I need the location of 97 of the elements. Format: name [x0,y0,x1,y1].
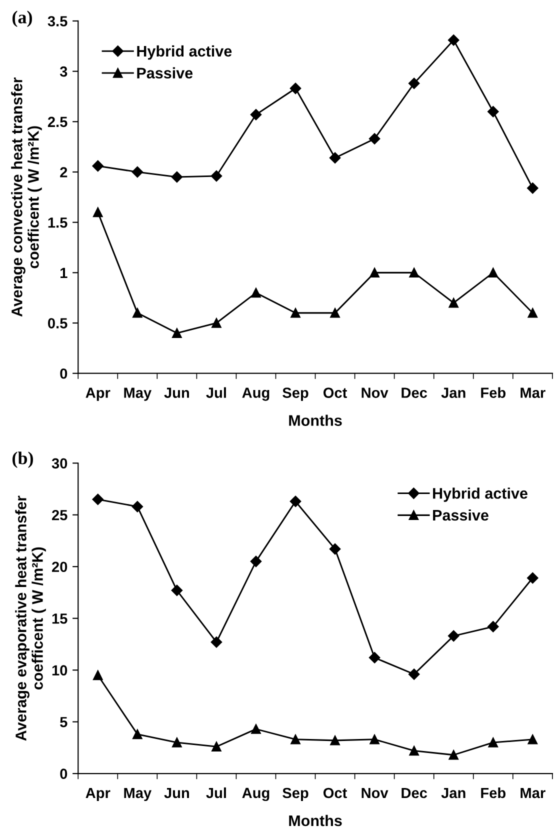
chart-title: (a) [12,10,32,28]
y-tick-label: 0 [60,768,68,779]
point [330,736,340,746]
point [251,288,261,298]
x-tick-label: Feb [481,387,506,398]
x-tick-label: Aug [242,788,270,802]
point [171,171,183,183]
x-tick-label: Nov [362,788,388,798]
x-tick-label: Jul [206,387,226,398]
legend-label: Passive [137,67,193,79]
y-tick-label: 2 [60,167,68,178]
y-tick-label: 0.5 [48,318,68,328]
point [250,109,262,120]
point [212,318,222,328]
x-tick-label: Nov [362,388,388,398]
x-tick-label: Jun [164,788,189,798]
legend-label: Hybrid active [433,488,528,502]
x-tick-label: Mar [520,388,546,398]
y-tick-label: 10 [52,665,68,676]
x-tick-label: Sep [282,388,308,401]
x-tick-label: Oct [323,388,348,398]
point [368,133,380,144]
y-tick-label: 1 [60,268,68,278]
x-tick-label: Jun [164,388,189,398]
y-tick-label: 3.5 [48,16,68,26]
point [172,738,182,748]
point [210,636,222,648]
x-axis-title: Months [289,414,342,426]
point [527,572,538,584]
x-tick-label: May [124,788,152,802]
point [368,652,380,664]
point [250,556,262,568]
y-axis-title: Average evaporative heat transfer coefficent ( W /m²K) [15,496,46,741]
x-tick-label: Dec [402,788,428,798]
point [527,182,538,194]
y-tick-label: 5 [60,717,68,728]
point [329,543,341,555]
point [409,746,419,756]
point [93,670,103,680]
point [329,152,341,164]
x-tick-label: Jul [206,787,226,798]
y-axis-title: Average convective heat transfer coefficent ( W /m²K) [11,78,42,317]
y-tick-label: 30 [52,458,68,469]
x-tick-label: Jan [441,388,466,398]
point [251,724,261,734]
point [488,738,498,748]
x-tick-label: Dec [402,388,428,398]
legend-label: Hybrid active [137,45,232,60]
point [488,268,498,278]
x-tick-label: Sep [282,788,308,802]
point [448,750,458,760]
point [212,742,222,752]
point [93,207,103,218]
point [528,734,538,744]
point [408,668,420,680]
y-tick-label: 15 [52,614,68,624]
point [448,630,460,642]
point [370,268,380,278]
point [370,734,380,744]
point [92,160,104,172]
y-tick-label: 20 [52,562,68,572]
x-tick-label: Oct [323,788,348,798]
point [330,308,340,318]
y-tick-label: 1.5 [48,218,68,228]
point [290,734,300,744]
point [409,268,419,278]
point [172,328,182,338]
x-tick-label: Feb [481,787,506,798]
x-tick-label: Jan [441,788,466,798]
point [171,584,183,596]
legend-label: Passive [433,509,488,521]
x-tick-label: Mar [520,788,546,798]
point [408,78,420,89]
chart-title: (b) [12,452,33,468]
x-tick-label: May [124,388,152,401]
point [132,729,142,740]
y-tick-label: 2.5 [48,116,68,128]
point [92,494,104,505]
y-tick-label: 3 [60,66,68,77]
point [528,308,538,318]
point [290,496,302,508]
point [488,106,499,118]
point [290,308,300,318]
point [132,500,144,512]
point [132,308,142,318]
x-tick-label: Aug [242,388,270,401]
point [448,34,460,46]
point [448,298,458,308]
y-tick-label: 0 [60,368,68,379]
x-axis-title: Months [289,814,342,826]
point [132,166,144,178]
point [290,82,302,94]
y-tick-label: 25 [52,510,68,520]
x-tick-label: Apr [86,788,110,802]
point [210,170,222,182]
point [488,621,499,632]
x-tick-label: Apr [86,388,110,401]
